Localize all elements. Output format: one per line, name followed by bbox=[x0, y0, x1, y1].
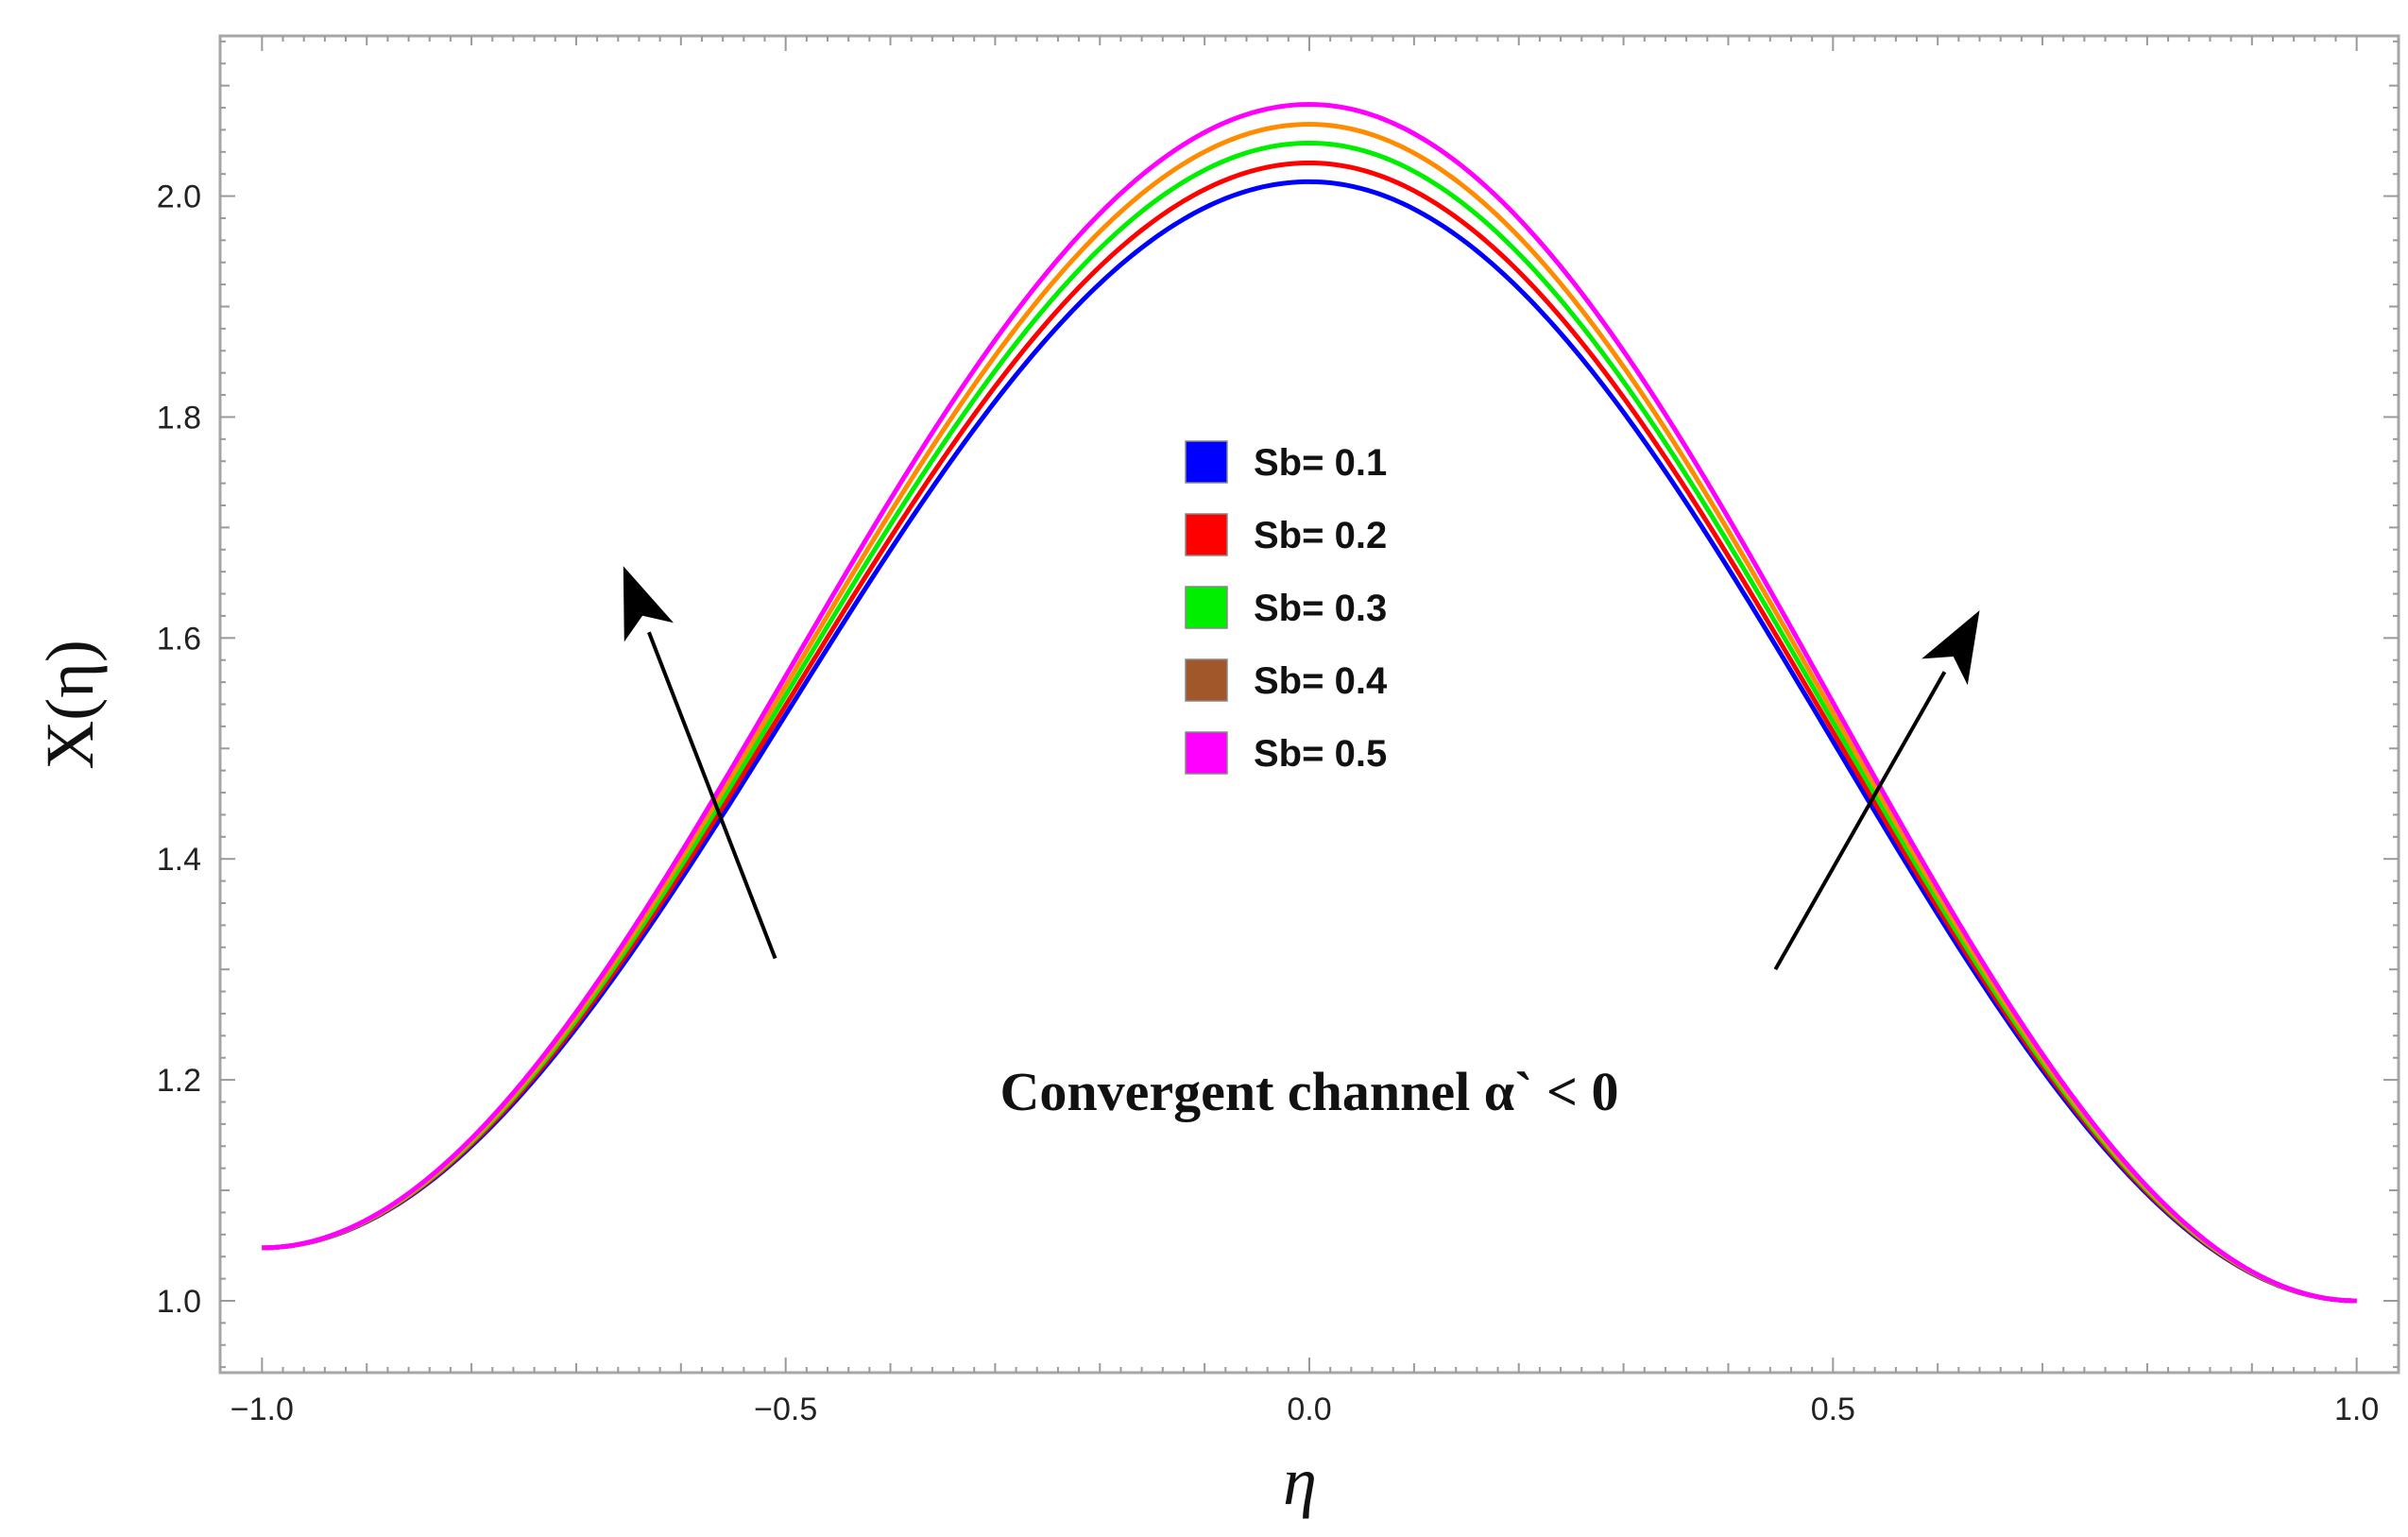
legend-swatch bbox=[1185, 586, 1228, 629]
axis-ticks: −1.0 −0.5 0.0 0.5 1.0 1.0 1.2 1.4 1.6 1.8 2.0 bbox=[157, 36, 2399, 1427]
y-axis-title: X(η) bbox=[32, 640, 108, 770]
arrow-head bbox=[1921, 610, 1980, 686]
annotation-arrows bbox=[623, 566, 1980, 971]
y-tick-label: 1.6 bbox=[157, 621, 201, 657]
y-tick-label: 1.4 bbox=[157, 842, 201, 878]
x-tick-label: 0.5 bbox=[1811, 1392, 1855, 1427]
series-line bbox=[262, 160, 2357, 1304]
legend-swatch bbox=[1185, 440, 1228, 484]
legend-label: Sb= 0.4 bbox=[1254, 660, 1388, 702]
x-tick-label: −0.5 bbox=[754, 1392, 817, 1427]
legend-swatch bbox=[1185, 731, 1228, 775]
legend-label: Sb= 0.3 bbox=[1254, 588, 1387, 629]
legend-label: Sb= 0.5 bbox=[1254, 733, 1387, 775]
series-line bbox=[262, 140, 2357, 1304]
series-lines bbox=[262, 101, 2357, 1304]
y-tick-label: 1.2 bbox=[157, 1063, 201, 1099]
x-axis-title: η bbox=[1283, 1443, 1317, 1519]
annotation-text: Convergent channel α` < 0 bbox=[999, 1061, 1618, 1122]
legend-swatch bbox=[1185, 658, 1228, 702]
series-line bbox=[262, 179, 2357, 1304]
arrow-shaft bbox=[647, 631, 777, 960]
series-line bbox=[262, 122, 2357, 1304]
legend: Sb= 0.1 Sb= 0.2 Sb= 0.3 Sb= 0.4 Sb= 0.5 bbox=[1185, 440, 1388, 775]
plot-frame bbox=[218, 34, 2400, 1375]
y-tick-label: 1.8 bbox=[157, 400, 201, 435]
x-tick-label: 0.0 bbox=[1287, 1392, 1331, 1427]
arrow-shaft bbox=[1773, 671, 1947, 971]
legend-swatch bbox=[1185, 513, 1228, 556]
legend-label: Sb= 0.2 bbox=[1254, 515, 1387, 556]
legend-label: Sb= 0.1 bbox=[1254, 442, 1387, 484]
y-tick-label: 2.0 bbox=[157, 179, 201, 215]
arrow-head bbox=[623, 566, 674, 642]
y-tick-label: 1.0 bbox=[157, 1284, 201, 1320]
x-tick-label: −1.0 bbox=[231, 1392, 294, 1427]
series-line bbox=[262, 101, 2357, 1304]
x-tick-label: 1.0 bbox=[2334, 1392, 2379, 1427]
